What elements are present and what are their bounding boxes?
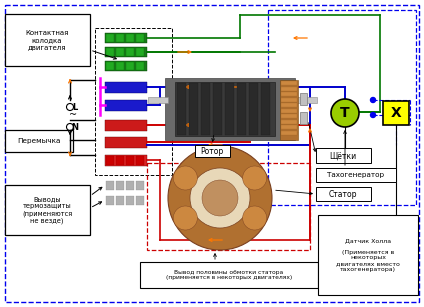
Text: N: N (72, 122, 78, 131)
Bar (126, 156, 134, 165)
Bar (280, 80, 298, 140)
Circle shape (173, 206, 197, 230)
Bar (383, 101, 409, 125)
Bar (106, 48, 114, 56)
Bar (318, 215, 418, 295)
Bar (281, 125, 297, 129)
Bar (281, 98, 297, 102)
Circle shape (371, 98, 376, 103)
Bar (300, 93, 307, 105)
Bar (281, 119, 297, 123)
Circle shape (243, 206, 267, 230)
Bar (136, 156, 144, 165)
Bar (316, 168, 396, 182)
Bar (105, 33, 147, 43)
Bar (5, 14, 90, 66)
Bar (237, 83, 246, 135)
Bar (105, 82, 147, 93)
Text: Статор: Статор (329, 189, 357, 199)
Bar (106, 62, 114, 70)
Bar (126, 196, 134, 205)
Text: T: T (340, 106, 350, 120)
Bar (116, 34, 124, 42)
Bar (136, 196, 144, 205)
Bar (126, 62, 134, 70)
Text: Контактная
колодка
двигателя: Контактная колодка двигателя (25, 30, 69, 50)
Bar (189, 83, 198, 135)
Bar (300, 112, 307, 124)
Bar (261, 83, 270, 135)
Bar (116, 62, 124, 70)
Text: X: X (391, 106, 402, 120)
Bar (281, 108, 297, 112)
Bar (201, 83, 210, 135)
Circle shape (190, 168, 250, 228)
Circle shape (168, 146, 272, 250)
Text: Тахогенератор: Тахогенератор (327, 172, 385, 178)
Text: Датчик Холла

(Применяется в
некоторых
двигателях вместо
тахогенератора): Датчик Холла (Применяется в некоторых дв… (336, 238, 400, 272)
Bar (5, 185, 90, 235)
Bar (105, 61, 147, 71)
Bar (126, 48, 134, 56)
Bar (116, 181, 124, 190)
Bar (148, 97, 168, 103)
Bar (116, 156, 124, 165)
Bar (136, 62, 144, 70)
Bar (105, 137, 147, 148)
Bar (225, 83, 234, 135)
Bar (105, 100, 147, 111)
Bar (165, 78, 295, 140)
Bar (177, 83, 186, 135)
Bar (281, 130, 297, 134)
Bar (316, 148, 371, 163)
Bar (281, 81, 297, 85)
Bar (195, 145, 230, 157)
Bar (106, 181, 114, 190)
Bar (106, 156, 114, 165)
Text: Вывод половины обмотки статора
(применяется в некоторых двигателях): Вывод половины обмотки статора (применяе… (166, 270, 292, 280)
Circle shape (202, 180, 238, 216)
Bar (316, 187, 371, 201)
Circle shape (243, 166, 267, 190)
Bar (105, 47, 147, 57)
Bar (116, 48, 124, 56)
Bar (126, 34, 134, 42)
Bar (281, 103, 297, 107)
Bar (136, 48, 144, 56)
Bar (106, 34, 114, 42)
Bar (140, 262, 318, 288)
Text: Выводы
термозащиты
(применяются
не везде): Выводы термозащиты (применяются не везде… (22, 196, 72, 224)
Text: Ротор: Ротор (201, 146, 223, 156)
Text: ~: ~ (69, 110, 77, 120)
Bar (175, 82, 275, 136)
Bar (281, 92, 297, 96)
Bar (249, 83, 258, 135)
Text: Перемычка: Перемычка (17, 138, 61, 144)
Bar (116, 196, 124, 205)
Text: L: L (73, 103, 78, 111)
Circle shape (371, 112, 376, 118)
Text: Щётки: Щётки (329, 151, 357, 161)
Bar (281, 114, 297, 118)
Bar (105, 155, 147, 166)
Bar (106, 196, 114, 205)
Bar (213, 83, 222, 135)
Bar (5, 130, 73, 152)
Bar (136, 181, 144, 190)
Circle shape (331, 99, 359, 127)
Circle shape (173, 166, 197, 190)
Bar (136, 34, 144, 42)
Bar (295, 97, 317, 103)
Bar (281, 87, 297, 91)
Bar (105, 120, 147, 131)
Bar (126, 181, 134, 190)
